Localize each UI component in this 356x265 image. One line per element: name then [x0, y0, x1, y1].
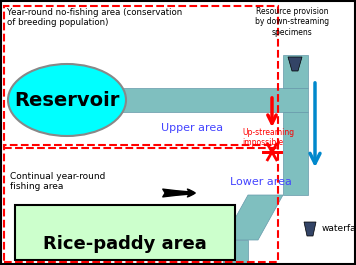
FancyBboxPatch shape [15, 205, 235, 260]
Polygon shape [288, 57, 302, 71]
Text: Resource provision
by down-streaming
specimens: Resource provision by down-streaming spe… [255, 7, 329, 37]
Text: Up-streaming
impossible: Up-streaming impossible [242, 128, 294, 147]
Polygon shape [105, 88, 308, 112]
Text: Reservoir: Reservoir [14, 91, 120, 109]
Polygon shape [304, 222, 316, 236]
Polygon shape [223, 240, 248, 265]
Text: Lower area: Lower area [230, 177, 292, 187]
Ellipse shape [8, 64, 126, 136]
Polygon shape [283, 112, 308, 195]
Text: Upper area: Upper area [161, 123, 223, 133]
Polygon shape [223, 195, 283, 240]
Text: Year-round no-fishing area (conservation
of breeding population): Year-round no-fishing area (conservation… [7, 8, 182, 27]
Text: waterfall: waterfall [322, 224, 356, 233]
Polygon shape [283, 55, 308, 88]
Text: Rice-paddy area: Rice-paddy area [43, 235, 207, 253]
Text: Continual year-round
fishing area: Continual year-round fishing area [10, 172, 105, 191]
